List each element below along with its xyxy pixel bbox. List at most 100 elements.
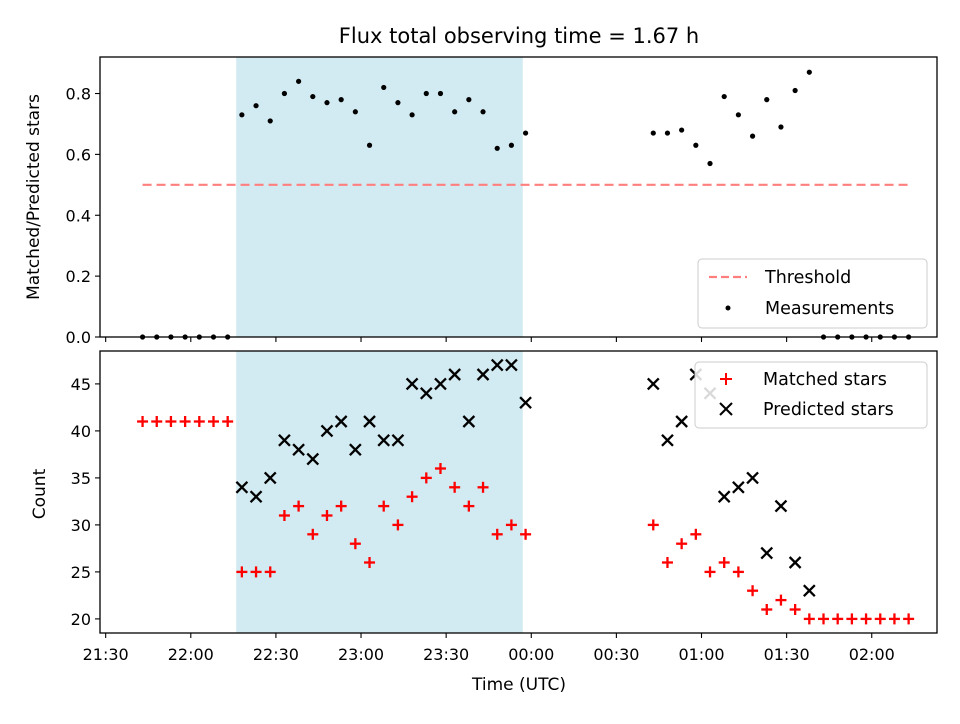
- x-tick-label: 23:30: [423, 645, 469, 664]
- matched-star-point: [151, 416, 163, 427]
- matched-star-point: [789, 604, 801, 615]
- x-tick-label: 00:30: [593, 645, 639, 664]
- bottom-panel: 20 25 30 35 40 45 21:30 22:00 22:30 23:00 23:30 00…: [30, 350, 938, 695]
- measurement-point: [466, 97, 472, 103]
- measurement-point: [508, 142, 515, 148]
- measurement-point: [437, 90, 444, 97]
- predicted-star-point: [746, 471, 759, 485]
- matched-star-point: [860, 613, 872, 625]
- x-tick-label: 22:00: [168, 645, 214, 664]
- matched-star-point: [718, 557, 730, 568]
- x-tick-label: 00:00: [508, 645, 554, 664]
- matched-star-point: [491, 528, 503, 540]
- measurement-point: [267, 118, 273, 124]
- chart-title: Flux total observing time = 1.67 h: [339, 24, 699, 48]
- predicted-star-point: [788, 556, 802, 569]
- top-plot-background: [236, 57, 523, 337]
- measurement-point: [778, 124, 784, 130]
- measurement-point: [707, 160, 713, 167]
- predicted-star-point: [675, 415, 688, 428]
- measurement-point: [239, 112, 245, 118]
- y-tick-label: 45: [71, 375, 91, 394]
- predicted-star-point: [519, 396, 532, 410]
- x-tick-label: 23:00: [338, 645, 384, 664]
- matched-star-point: [747, 585, 759, 597]
- matched-star-point: [888, 613, 900, 625]
- observing-window-span: [236, 57, 523, 337]
- measurement-point: [494, 145, 500, 151]
- matched-star-point: [761, 604, 773, 615]
- predicted-star-point: [448, 368, 461, 381]
- matched-star-point: [165, 416, 177, 427]
- y-tick-label: 0.0: [66, 328, 91, 347]
- x-tick-label: 21:30: [83, 645, 129, 664]
- matched-star-point: [307, 528, 319, 540]
- matched-star-point: [520, 528, 532, 540]
- bottom-plot-background: [236, 351, 523, 633]
- measurement-point: [452, 109, 458, 115]
- measurement-point: [480, 109, 486, 115]
- measurement-point: [650, 130, 656, 136]
- predicted-star-point: [405, 377, 419, 391]
- matched-star-point: [392, 519, 404, 531]
- matched-star-point: [463, 500, 475, 512]
- matched-star-point: [818, 613, 830, 625]
- matched-star-point: [364, 557, 376, 568]
- measurement-point: [792, 87, 798, 94]
- measurement-point: [338, 97, 344, 103]
- predicted-star-point: [462, 415, 476, 428]
- measurement-point: [423, 90, 429, 97]
- matched-star-point: [193, 416, 205, 427]
- legend-predicted-swatch: [719, 402, 733, 416]
- matched-star-point: [321, 510, 333, 521]
- predicted-star-point: [717, 490, 731, 504]
- predicted-star-point: [349, 443, 362, 457]
- legend-matched-swatch: [720, 373, 732, 385]
- top-panel: 0.00.20.40.60.8 Matched/Predicted stars …: [24, 56, 938, 347]
- predicted-star-point: [646, 377, 660, 391]
- predicted-star-point: [334, 415, 348, 428]
- top-x-ticks: [105, 337, 873, 342]
- measurement-point: [522, 130, 529, 136]
- matched-star-point: [690, 528, 702, 540]
- matched-star-point: [477, 481, 489, 493]
- x-tick-label: 02:00: [849, 645, 895, 664]
- matched-star-point: [732, 566, 744, 578]
- observing-window-span: [236, 351, 523, 633]
- legend-measurements-label: Measurements: [765, 299, 894, 319]
- matched-star-point: [264, 566, 276, 578]
- measurement-point: [310, 93, 316, 100]
- matched-star-point: [775, 594, 787, 606]
- matched-star-point: [449, 481, 461, 493]
- measurement-point: [735, 112, 741, 118]
- legend-threshold-label: Threshold: [764, 268, 851, 288]
- legend-matched-label: Matched stars: [763, 370, 887, 390]
- matched-star-point: [378, 500, 390, 512]
- legend-measurements-swatch: [725, 305, 731, 311]
- predicted-star-point: [306, 452, 320, 466]
- y-tick-label: 0.2: [66, 267, 91, 286]
- predicted-star-point: [661, 433, 674, 447]
- x-axis-label: Time (UTC): [471, 675, 566, 695]
- bottom-series-layer: [137, 358, 915, 625]
- predicted-star-point: [249, 490, 263, 504]
- matched-star-point: [137, 416, 149, 427]
- measurement-point: [381, 84, 387, 91]
- predicted-star-point: [391, 433, 405, 447]
- legend-predicted-label: Predicted stars: [763, 400, 894, 420]
- bottom-legend-box: [694, 361, 928, 429]
- measurement-point: [721, 93, 727, 100]
- top-legend-box: [697, 258, 928, 329]
- measurement-point: [366, 142, 373, 148]
- measurement-point: [395, 100, 401, 106]
- y-tick-label: 0.6: [66, 145, 91, 164]
- predicted-star-point: [278, 433, 291, 447]
- matched-star-point: [903, 613, 915, 625]
- measurement-point: [749, 133, 756, 139]
- matched-star-point: [420, 472, 432, 484]
- matched-star-point: [250, 566, 262, 578]
- y-tick-label: 0.4: [66, 206, 91, 225]
- predicted-star-point: [803, 584, 816, 598]
- matched-star-point: [505, 519, 517, 531]
- top-legend: Threshold Measurements: [697, 258, 928, 329]
